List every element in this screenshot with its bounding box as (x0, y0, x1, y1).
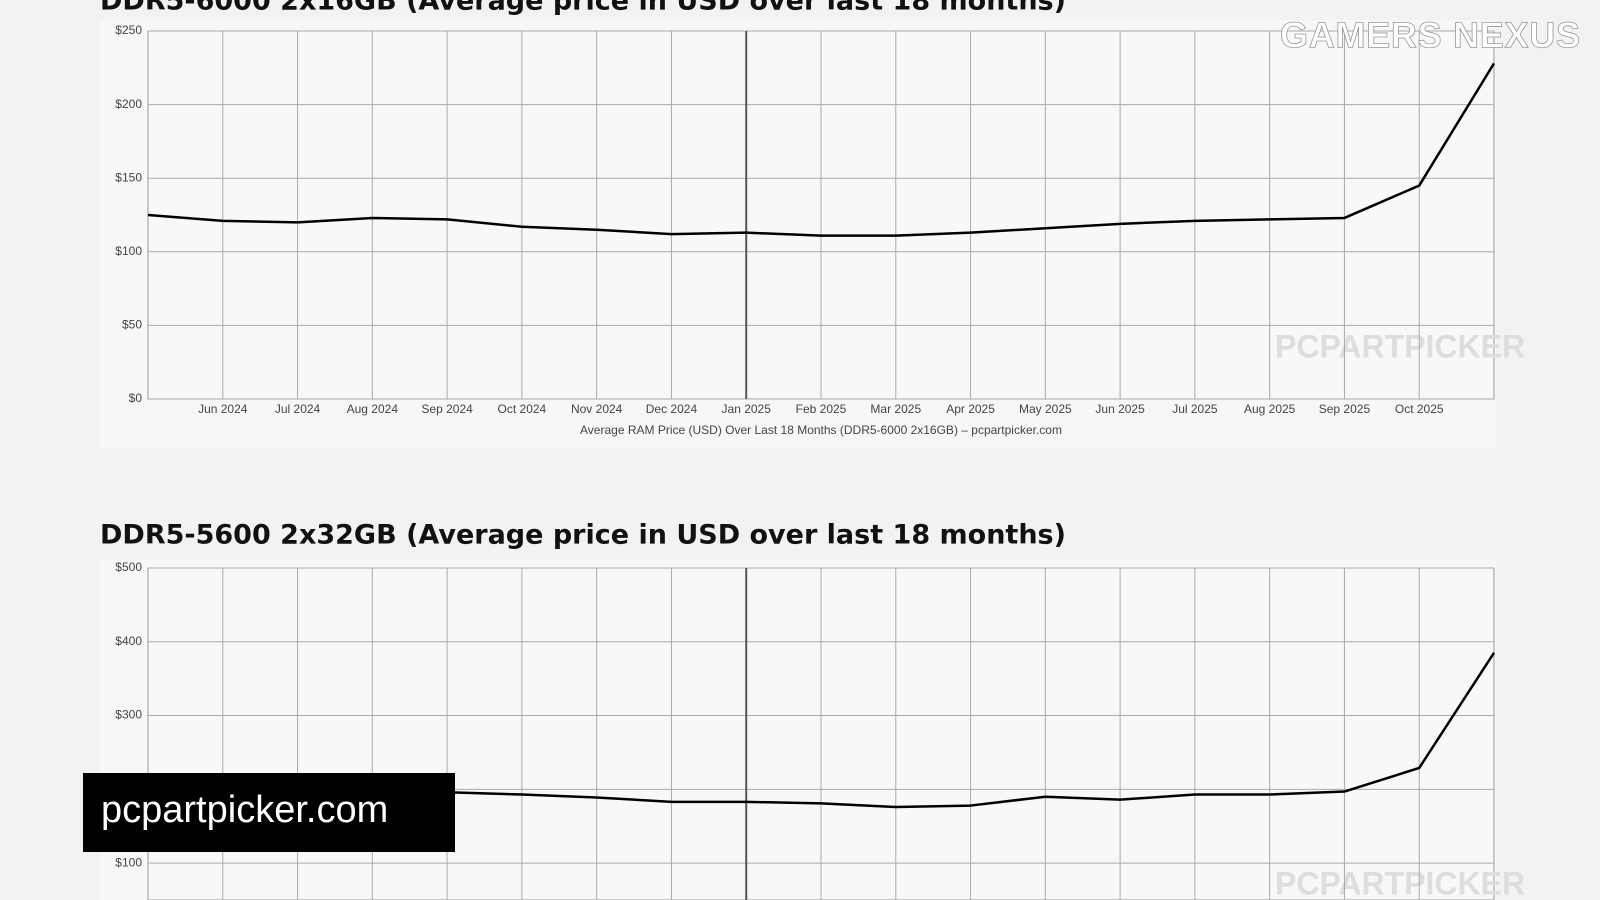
y-tick-label: $100 (115, 244, 142, 258)
x-tick-label: Apr 2025 (946, 402, 995, 416)
x-tick-label: Feb 2025 (796, 402, 847, 416)
watermark: PCPARTPICKER (1275, 865, 1525, 900)
x-tick-label: Jun 2024 (198, 402, 248, 416)
y-tick-label: $0 (129, 391, 143, 405)
y-tick-label: $50 (122, 318, 142, 332)
x-tick-label: Jul 2025 (1172, 402, 1218, 416)
y-tick-label: $300 (115, 708, 142, 722)
y-tick-label: $500 (115, 560, 142, 574)
x-tick-label: Jan 2025 (722, 402, 772, 416)
price-line (147, 62, 1496, 237)
y-tick-label: $200 (115, 97, 142, 111)
watermark: PCPARTPICKER (1275, 328, 1525, 364)
overlay-box (83, 773, 455, 852)
x-tick-label: Sep 2024 (421, 402, 473, 416)
x-tick-label: Oct 2024 (498, 402, 547, 416)
x-tick-label: Mar 2025 (870, 402, 921, 416)
logo: GAMERS NEXUS (1280, 15, 1580, 56)
x-tick-label: Aug 2024 (347, 402, 399, 416)
x-tick-label: Jul 2024 (275, 402, 321, 416)
chart-title: DDR5-5600 2x32GB (Average price in USD o… (100, 520, 1066, 551)
x-tick-label: Nov 2024 (571, 402, 623, 416)
overlay-text: pcpartpicker.com (101, 789, 388, 831)
y-tick-label: $100 (115, 855, 142, 869)
x-tick-label: Jun 2025 (1095, 402, 1145, 416)
x-tick-label: Sep 2025 (1319, 402, 1371, 416)
x-tick-label: May 2025 (1019, 402, 1072, 416)
y-tick-label: $400 (115, 634, 142, 648)
x-tick-label: Aug 2025 (1244, 402, 1296, 416)
y-tick-label: $150 (115, 170, 142, 184)
x-axis-label: Average RAM Price (USD) Over Last 18 Mon… (580, 423, 1062, 437)
y-tick-label: $250 (115, 23, 142, 37)
chart-title: DDR5-6000 2x16GB (Average price in USD o… (100, 0, 1066, 17)
x-tick-label: Oct 2025 (1395, 402, 1444, 416)
x-tick-label: Dec 2024 (646, 402, 698, 416)
